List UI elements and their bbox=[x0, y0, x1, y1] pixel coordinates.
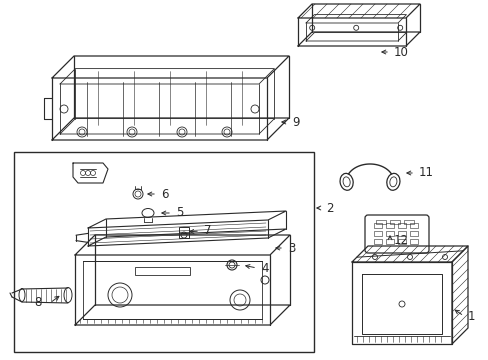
Bar bbox=[403, 220, 413, 224]
Text: 10: 10 bbox=[393, 45, 408, 58]
Text: 9: 9 bbox=[291, 116, 299, 129]
Bar bbox=[385, 231, 393, 236]
Bar bbox=[373, 223, 381, 228]
Bar bbox=[135, 267, 190, 275]
Bar bbox=[375, 220, 385, 224]
Bar bbox=[385, 223, 393, 228]
Bar bbox=[397, 239, 405, 244]
Bar bbox=[397, 231, 405, 236]
Text: 3: 3 bbox=[287, 242, 295, 255]
Text: 5: 5 bbox=[176, 207, 183, 220]
Bar bbox=[397, 223, 405, 228]
Text: 7: 7 bbox=[203, 225, 211, 238]
Text: 4: 4 bbox=[261, 261, 268, 274]
Text: 2: 2 bbox=[325, 202, 333, 215]
Text: 1: 1 bbox=[467, 310, 474, 323]
Bar bbox=[385, 239, 393, 244]
Bar bbox=[409, 223, 417, 228]
Bar bbox=[373, 231, 381, 236]
Bar bbox=[409, 231, 417, 236]
Text: 6: 6 bbox=[161, 188, 168, 201]
Bar bbox=[373, 239, 381, 244]
Bar bbox=[179, 227, 189, 238]
Text: 11: 11 bbox=[418, 166, 433, 180]
Text: 12: 12 bbox=[393, 234, 408, 248]
Bar bbox=[389, 220, 399, 224]
Bar bbox=[409, 239, 417, 244]
Bar bbox=[14, 152, 313, 352]
Text: 8: 8 bbox=[35, 297, 42, 310]
